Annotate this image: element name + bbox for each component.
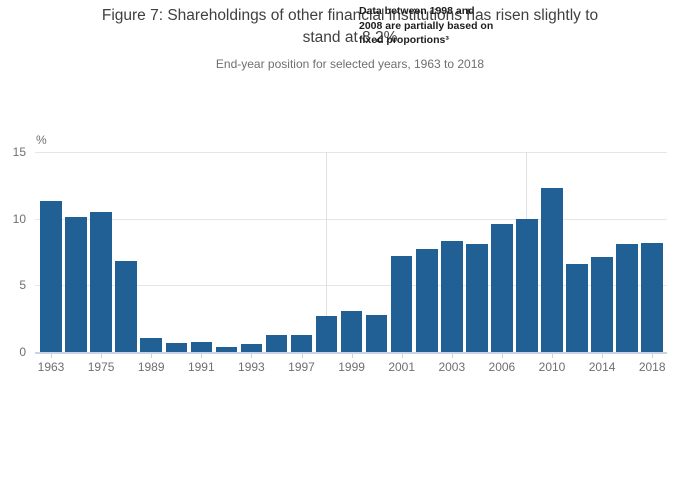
x-axis-label-1991: 1991 [187, 360, 215, 374]
x-axis-label-1993: 1993 [238, 360, 265, 374]
bar-2018[interactable] [641, 242, 663, 353]
bar-2001[interactable] [390, 256, 413, 353]
bar-2014[interactable] [591, 257, 613, 353]
x-axis-line [35, 352, 667, 354]
y-axis-label-0: 0 [19, 345, 26, 360]
x-axis-label-2010: 2010 [538, 360, 566, 374]
bar-1990[interactable] [165, 343, 187, 353]
y-axis-label-15: 15 [12, 144, 26, 159]
x-axis-label-2006: 2006 [488, 360, 516, 374]
bar-1981[interactable] [115, 261, 137, 353]
bar-1999[interactable] [340, 310, 363, 353]
x-tick-1989 [151, 353, 153, 358]
y-axis-label-10: 10 [12, 211, 26, 226]
bar-1998[interactable] [315, 316, 338, 353]
bar-1969[interactable] [65, 217, 87, 353]
bar-1994[interactable] [265, 334, 288, 353]
bar-2002[interactable] [416, 249, 438, 353]
x-axis-label-1999: 1999 [338, 360, 365, 374]
x-axis-label-1997: 1997 [288, 360, 315, 374]
x-tick-2003 [451, 353, 453, 358]
x-tick-1997 [301, 353, 303, 358]
bar-2012[interactable] [566, 264, 588, 353]
x-axis-label-2018: 2018 [638, 360, 666, 374]
x-tick-1991 [201, 353, 203, 358]
x-axis-label-2014: 2014 [588, 360, 616, 374]
x-axis-label-1989: 1989 [137, 360, 165, 374]
gridline-10 [35, 218, 667, 220]
bar-1993[interactable] [240, 344, 263, 353]
x-tick-2014 [602, 353, 604, 358]
x-tick-1999 [351, 353, 353, 358]
bar-2016[interactable] [616, 243, 638, 353]
bar-2004[interactable] [466, 243, 488, 353]
reference-line-1998 [326, 151, 328, 353]
x-tick-1963 [51, 353, 52, 358]
y-axis-unit-label: % [36, 133, 47, 147]
chart-title: Figure 7: Shareholdings of other financi… [101, 7, 599, 46]
x-tick-2006 [501, 353, 503, 358]
x-tick-1975 [101, 353, 103, 358]
bar-2008[interactable] [516, 218, 538, 353]
bar-1997[interactable] [290, 334, 313, 353]
chart-subtitle: End-year position for selected years, 19… [215, 57, 485, 71]
gridline-5 [35, 285, 667, 287]
x-axis-label-2001: 2001 [388, 360, 416, 374]
bar-1989[interactable] [140, 337, 162, 353]
x-tick-1993 [251, 353, 253, 358]
y-axis-label-5: 5 [19, 278, 26, 293]
x-tick-2001 [401, 353, 403, 358]
x-tick-2010 [552, 353, 553, 358]
bar-2003[interactable] [441, 241, 463, 353]
bar-2000[interactable] [365, 314, 388, 353]
x-tick-2018 [652, 353, 654, 358]
bar-1992[interactable] [215, 347, 238, 353]
bar-1991[interactable] [190, 341, 213, 353]
bar-2010[interactable] [541, 187, 563, 353]
x-axis-label-2003: 2003 [438, 360, 466, 374]
bar-1963[interactable] [40, 201, 62, 353]
annotation-note: Data between 1998 and 2008 are partially… [359, 5, 494, 46]
bar-2006[interactable] [491, 223, 513, 353]
bar-1975[interactable] [90, 211, 112, 353]
gridline-15 [35, 151, 667, 153]
x-axis-label-1975: 1975 [87, 360, 115, 374]
x-axis-label-1963: 1963 [37, 360, 65, 374]
